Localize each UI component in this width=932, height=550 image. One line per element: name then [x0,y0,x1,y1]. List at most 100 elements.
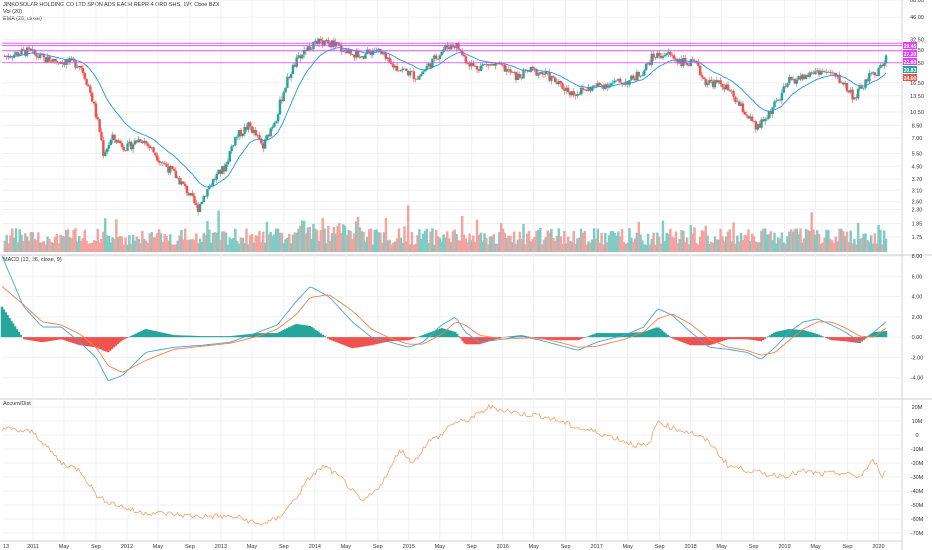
candle-body [275,121,278,123]
volume-bar [362,231,365,252]
macd-histogram-bar [778,331,781,338]
macd-histogram-bar [722,337,726,341]
macd-histogram-bar [595,333,599,338]
x-tick-label: 2015 [403,544,415,550]
candle-body [351,54,354,55]
volume-bar [263,242,267,252]
x-tick-label: Sep [185,544,195,550]
volume-bar [25,236,29,252]
candle-body [349,49,352,55]
macd-histogram-bar [151,330,155,338]
candle-body [630,75,633,81]
macd-histogram-bar [549,337,552,340]
candle-body [178,177,181,185]
macd-histogram-bar [817,334,821,338]
macd-histogram-bar [605,333,608,338]
candle-body [797,76,800,80]
volume-bar [425,228,429,252]
volume-bar [206,220,209,252]
volume-bar [464,238,468,252]
x-tick-label: 2020 [872,544,884,550]
macd-histogram-bar [638,332,642,338]
macd-histogram-bar [355,337,358,348]
candle-body [252,129,256,133]
macd-histogram-bar [707,337,711,346]
volume-bar [574,243,577,252]
macd-histogram-bar [453,331,457,338]
volume-bar [293,232,297,252]
candle-body [801,74,804,80]
candle-body [752,120,756,122]
macd-histogram-bar [144,329,147,338]
volume-bar [271,235,274,252]
macd-histogram-bar [849,337,852,342]
macd-histogram-bar [181,335,185,338]
volume-bar [563,230,566,252]
macd-histogram-bar [233,335,237,338]
macd-histogram-bar [159,332,162,338]
volume-bar [414,243,417,252]
volume-bar [605,242,609,252]
volume-bar [397,228,401,252]
macd-histogram-bar [409,337,412,340]
macd-histogram-bar [515,335,518,338]
volume-bar [860,238,864,252]
volume-bar [46,236,49,252]
macd-histogram-bar [73,337,76,344]
price-label: 27.20 [904,52,917,58]
macd-histogram-bar [759,337,763,342]
candle-body [195,203,198,206]
volume-bar [245,228,248,252]
macd-histogram-bar [107,337,110,353]
volume-bar [124,237,127,252]
volume-bar [208,229,211,252]
volume-bar [674,231,678,252]
candle-body [656,52,659,58]
macd-histogram-bar [659,329,662,338]
macd-histogram-bar [38,337,41,342]
candle-body [804,74,808,80]
candle-body [81,67,85,73]
volume-bar [455,233,458,252]
candle-body [263,139,267,149]
candle-body [150,147,153,149]
candle-body [256,135,259,136]
symbol-title: JINKOSOLAR HOLDING CO LTD SPON ADS EACH … [3,2,220,8]
macd-histogram-bar [133,334,136,338]
volume-bar [113,239,116,252]
volume-bar [144,240,148,252]
macd-histogram-bar [356,337,360,348]
volume-bar [732,222,735,252]
macd-histogram-bar [633,332,636,338]
macd-histogram-bar [263,333,267,338]
macd-histogram-bar [532,337,535,338]
candle-body [189,192,192,196]
volume-bar [657,236,661,252]
volume-bar [717,239,720,252]
macd-histogram-bar [813,333,817,338]
volume-bar [691,233,694,252]
macd-histogram-bar [737,337,740,340]
macd-histogram-bar [274,333,278,338]
volume-bar [248,235,252,252]
macd-histogram-bar [351,337,354,349]
volume-bar [434,230,438,252]
volume-bar [604,232,607,252]
candle-body [843,82,847,85]
macd-histogram-bar [235,335,239,338]
volume-bar [367,229,371,252]
candle-body [410,71,414,72]
volume-bar [505,237,509,252]
macd-histogram-bar [306,325,310,338]
macd-histogram-bar [715,337,718,344]
candle-body [821,70,825,72]
price-tick-label: 46.00 [910,15,924,21]
macd-histogram-bar [396,337,399,341]
macd-histogram-bar [323,336,326,338]
candle-body [55,61,59,62]
candle-body [103,152,107,156]
macd-histogram-bar [437,329,440,338]
volume-bar [654,244,657,252]
candle-body [791,79,795,80]
macd-histogram-bar [11,323,15,338]
